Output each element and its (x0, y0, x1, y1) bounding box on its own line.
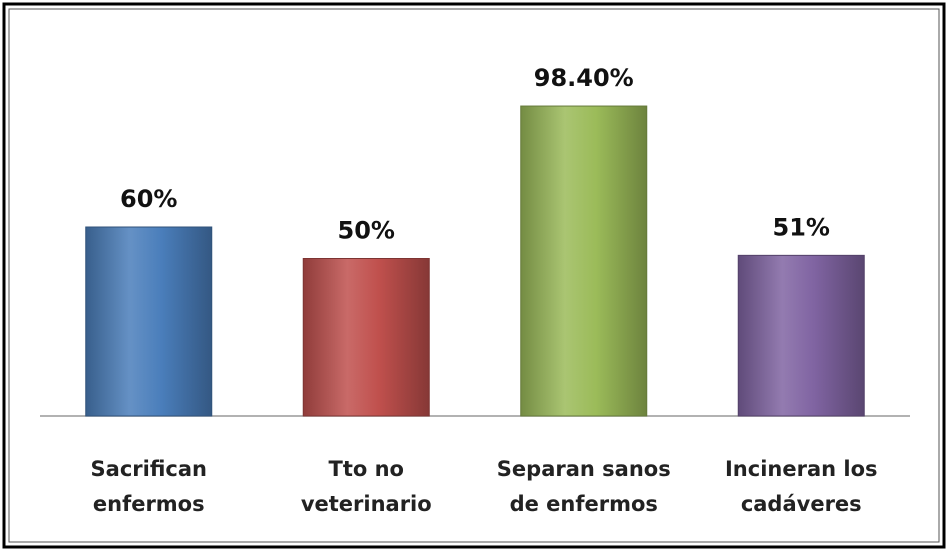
value-label: 60% (120, 185, 177, 213)
bar (737, 254, 865, 417)
inner-frame (8, 8, 940, 543)
category-label: Separan sanos de enfermos (496, 457, 671, 516)
value-label: 51% (773, 213, 830, 241)
bar (520, 105, 648, 417)
bar (302, 258, 430, 417)
category-label: Incineran los cadáveres (724, 457, 878, 516)
value-label: 50% (338, 217, 395, 245)
value-label: 98.40% (534, 64, 634, 92)
category-label: Sacrifican enfermos (90, 457, 207, 516)
bar (85, 226, 213, 417)
category-label: Tto no veterinario (300, 457, 432, 516)
